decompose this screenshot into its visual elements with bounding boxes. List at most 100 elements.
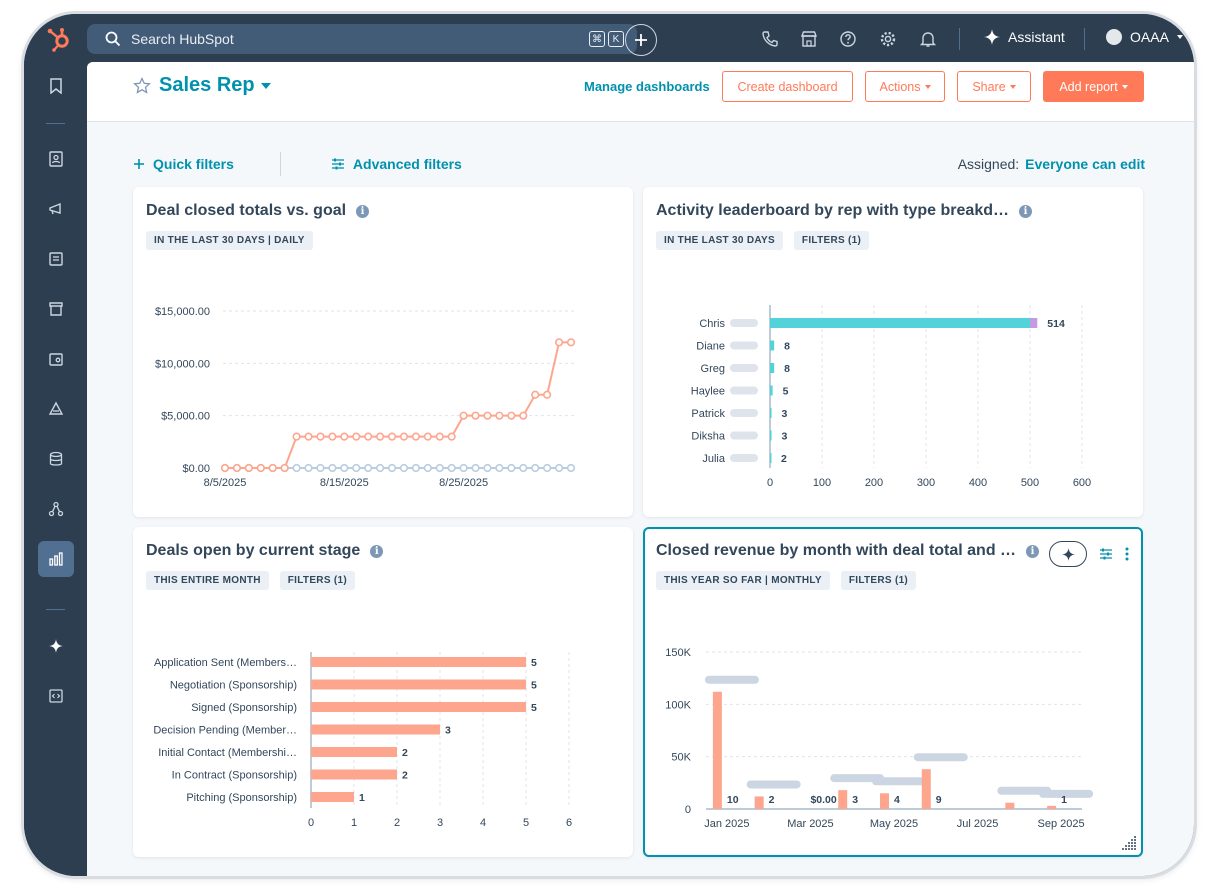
- data-label: 3: [445, 725, 451, 737]
- account-menu[interactable]: OAAA: [1106, 29, 1183, 45]
- x-tick-label: 200: [865, 477, 883, 489]
- sidebar-divider: [46, 609, 65, 610]
- chevron-down-icon[interactable]: [260, 82, 271, 89]
- share-button[interactable]: Share: [957, 71, 1031, 102]
- filter-sliders-icon[interactable]: [1099, 547, 1113, 561]
- report-card-activity-leaderboard[interactable]: Activity leaderboard by rep with type br…: [643, 187, 1143, 517]
- y-tick-label: 150K: [665, 647, 691, 659]
- content-icon: [49, 252, 63, 266]
- sidebar-item-bookmarks[interactable]: [38, 68, 74, 104]
- filters-tag[interactable]: FILTERS (1): [279, 571, 355, 590]
- data-point: [447, 463, 456, 473]
- sparkle-icon: [984, 29, 1000, 45]
- sidebar-item-automation[interactable]: [38, 491, 74, 527]
- data-label: 2: [402, 770, 408, 782]
- redacted-surname: [730, 364, 758, 372]
- quick-filters-label: Quick filters: [153, 156, 234, 172]
- line-chart: $0.00 $5,000.00 $10,000.00 $15,000.00 8/5/20…: [155, 306, 576, 489]
- card-tags: IN THE LAST 30 DAYS | DAILY: [146, 231, 313, 250]
- info-icon[interactable]: i: [1018, 204, 1032, 218]
- data-label: 3: [782, 408, 788, 420]
- date-range-tag[interactable]: IN THE LAST 30 DAYS | DAILY: [146, 231, 313, 250]
- sidebar-divider: [46, 123, 65, 124]
- star-icon[interactable]: [133, 76, 151, 95]
- report-card-closed-revenue[interactable]: Closed revenue by month with deal total …: [643, 527, 1143, 857]
- marketplace-icon[interactable]: [800, 30, 818, 48]
- info-icon[interactable]: i: [356, 204, 370, 218]
- bar: [712, 691, 722, 809]
- bar: [921, 769, 931, 809]
- create-new-button[interactable]: [625, 24, 657, 56]
- card-tags: THIS YEAR SO FAR | MONTHLY FILTERS (1): [656, 571, 917, 590]
- resize-handle-icon[interactable]: [1118, 832, 1138, 852]
- data-point: [256, 463, 265, 473]
- sidebar-item-content[interactable]: [38, 241, 74, 277]
- manage-dashboards-link[interactable]: Manage dashboards: [584, 79, 710, 94]
- command-key: ⌘: [589, 31, 605, 47]
- data-label: 1: [359, 792, 365, 804]
- page-title[interactable]: Sales Rep: [159, 74, 255, 96]
- marketing-icon: [49, 202, 61, 215]
- sidebar-item-developer[interactable]: [38, 678, 74, 714]
- x-tick-label: 6: [566, 817, 572, 829]
- create-dashboard-button[interactable]: Create dashboard: [722, 71, 853, 102]
- sidebar-item-sales[interactable]: [38, 391, 74, 427]
- column-chart: 0 50K 100K 150K Jan 2025 Mar 2025 May 2025 Jul …: [665, 647, 1094, 830]
- filters-tag[interactable]: FILTERS (1): [793, 231, 870, 250]
- sidebar-item-marketing[interactable]: [38, 191, 74, 227]
- add-report-button[interactable]: Add report: [1043, 71, 1144, 102]
- x-tick-label: Jul 2025: [957, 818, 999, 830]
- data-point: [483, 411, 492, 420]
- sidebar-item-commerce[interactable]: [38, 291, 74, 327]
- more-vertical-icon[interactable]: [1125, 547, 1129, 561]
- date-range-tag[interactable]: THIS YEAR SO FAR | MONTHLY: [656, 571, 830, 590]
- info-icon[interactable]: i: [370, 544, 384, 558]
- sidebar-item-reporting[interactable]: [38, 541, 74, 577]
- assistant-button[interactable]: Assistant: [984, 29, 1065, 45]
- filters-row: Quick filters Advanced filters Assigned:…: [133, 152, 1145, 176]
- left-sidebar: [24, 64, 87, 876]
- help-icon[interactable]: [839, 30, 857, 48]
- notifications-bell-icon[interactable]: [919, 30, 937, 48]
- sidebar-item-contacts[interactable]: [38, 141, 74, 177]
- actions-button[interactable]: Actions: [865, 71, 945, 102]
- data-point: [292, 463, 301, 473]
- data-point: [352, 432, 361, 441]
- data-point: [447, 432, 456, 441]
- report-card-deal-closed[interactable]: Deal closed totals vs. goal i IN THE LAS…: [133, 187, 633, 517]
- data-point: [352, 463, 361, 473]
- info-icon[interactable]: i: [1026, 544, 1040, 558]
- search-bar[interactable]: Search HubSpot ⌘ K: [87, 24, 637, 54]
- sidebar-item-service[interactable]: [38, 341, 74, 377]
- report-card-deals-open[interactable]: Deals open by current stage i THIS ENTIR…: [133, 527, 633, 857]
- category-label: Greg: [701, 363, 725, 375]
- x-tick-label: 3: [437, 817, 443, 829]
- ai-insights-button[interactable]: [1049, 541, 1087, 567]
- phone-icon[interactable]: [761, 30, 779, 48]
- quick-filters-button[interactable]: Quick filters: [133, 156, 234, 172]
- date-range-tag[interactable]: THIS ENTIRE MONTH: [146, 571, 269, 590]
- data-point: [399, 432, 409, 441]
- chevron-down-icon: [1176, 35, 1183, 39]
- advanced-filters-button[interactable]: Advanced filters: [331, 156, 462, 172]
- sidebar-item-ai[interactable]: [38, 628, 74, 664]
- series-line-closed: [225, 341, 571, 469]
- settings-gear-icon[interactable]: [879, 30, 897, 48]
- data-label: 1: [1061, 794, 1067, 806]
- data-point: [411, 432, 420, 441]
- card-title: Deal closed totals vs. goal i: [146, 202, 370, 220]
- category-label: Decision Pending (Member…: [153, 725, 297, 737]
- x-tick-label: 5: [523, 817, 529, 829]
- filters-tag[interactable]: FILTERS (1): [840, 571, 917, 590]
- hubspot-logo-icon[interactable]: [45, 26, 73, 54]
- y-tick-label: $5,000.00: [161, 411, 210, 423]
- date-range-tag[interactable]: IN THE LAST 30 DAYS: [656, 231, 783, 250]
- assigned-value-link[interactable]: Everyone can edit: [1025, 156, 1145, 172]
- data-point: [423, 463, 432, 473]
- search-shortcut: ⌘ K: [589, 31, 627, 47]
- category-label: In Contract (Sponsorship): [172, 770, 297, 782]
- bar: [311, 724, 440, 735]
- data-point: [304, 432, 313, 441]
- sidebar-item-data[interactable]: [38, 441, 74, 477]
- bar: [311, 792, 354, 802]
